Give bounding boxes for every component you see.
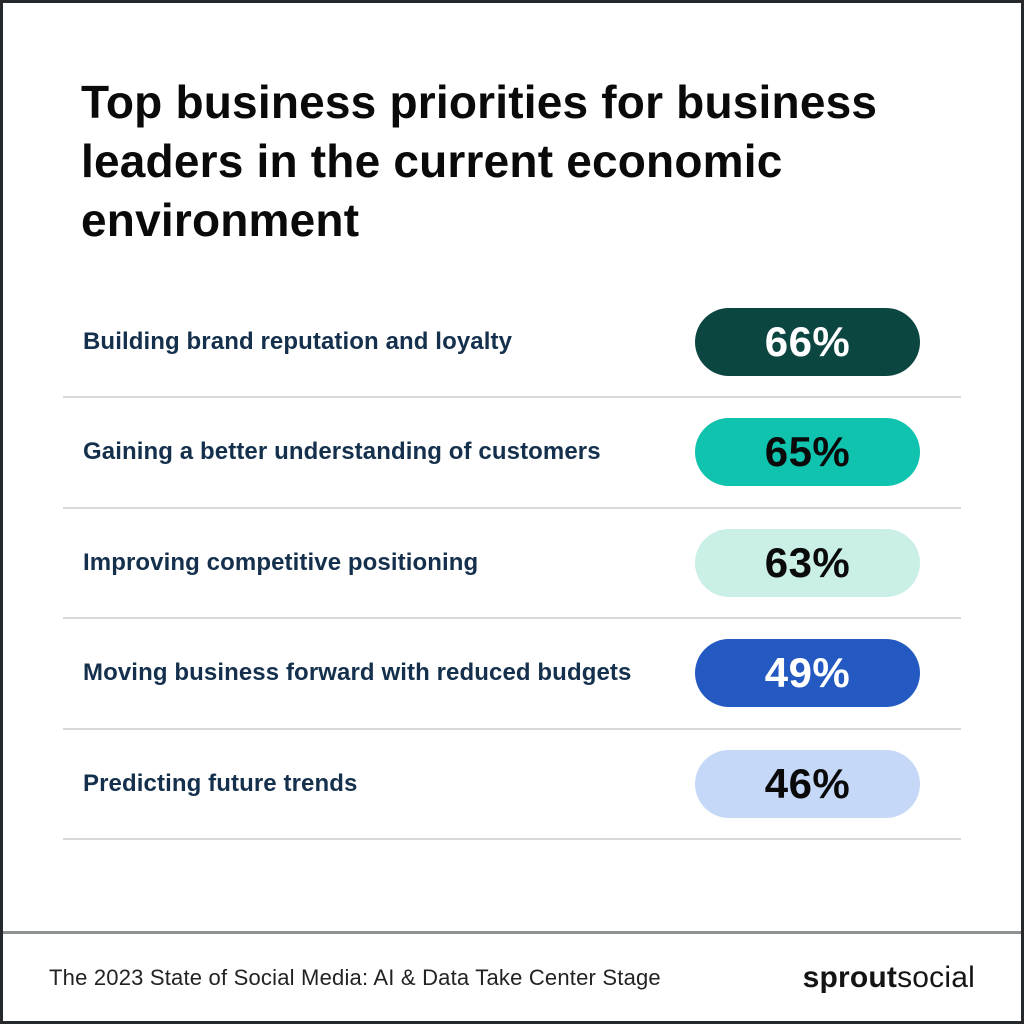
percentage-value: 63% <box>764 538 851 586</box>
report-source-text: The 2023 State of Social Media: AI & Dat… <box>49 964 661 990</box>
list-item: Building brand reputation and loyalty 66… <box>63 288 961 399</box>
list-item: Gaining a better understanding of custom… <box>63 398 961 509</box>
percentage-pill: 49% <box>695 639 920 708</box>
percentage-value: 46% <box>764 759 851 807</box>
list-item: Moving business forward with reduced bud… <box>63 619 961 730</box>
priority-label: Improving competitive positioning <box>83 548 479 576</box>
footer-bar: The 2023 State of Social Media: AI & Dat… <box>3 931 1021 1021</box>
percentage-value: 65% <box>764 428 851 476</box>
logo-sprout-text: sprout <box>802 960 898 994</box>
percentage-pill: 66% <box>695 307 920 376</box>
percentage-pill: 65% <box>695 418 920 487</box>
priority-list: Building brand reputation and loyalty 66… <box>63 288 961 841</box>
sprout-social-logo: sproutsocial <box>803 961 975 995</box>
priority-label: Moving business forward with reduced bud… <box>83 659 632 687</box>
priority-label: Building brand reputation and loyalty <box>83 327 513 355</box>
percentage-value: 49% <box>764 649 851 697</box>
page-title: Top business priorities for business lea… <box>81 76 878 246</box>
priority-label: Gaining a better understanding of custom… <box>83 438 601 466</box>
logo-social-text: social <box>897 960 975 994</box>
list-item: Improving competitive positioning 63% <box>63 509 961 620</box>
percentage-pill: 46% <box>695 749 920 818</box>
list-item: Predicting future trends 46% <box>63 730 961 841</box>
percentage-pill: 63% <box>695 528 920 597</box>
priority-label: Predicting future trends <box>83 769 358 797</box>
percentage-value: 66% <box>764 317 851 365</box>
